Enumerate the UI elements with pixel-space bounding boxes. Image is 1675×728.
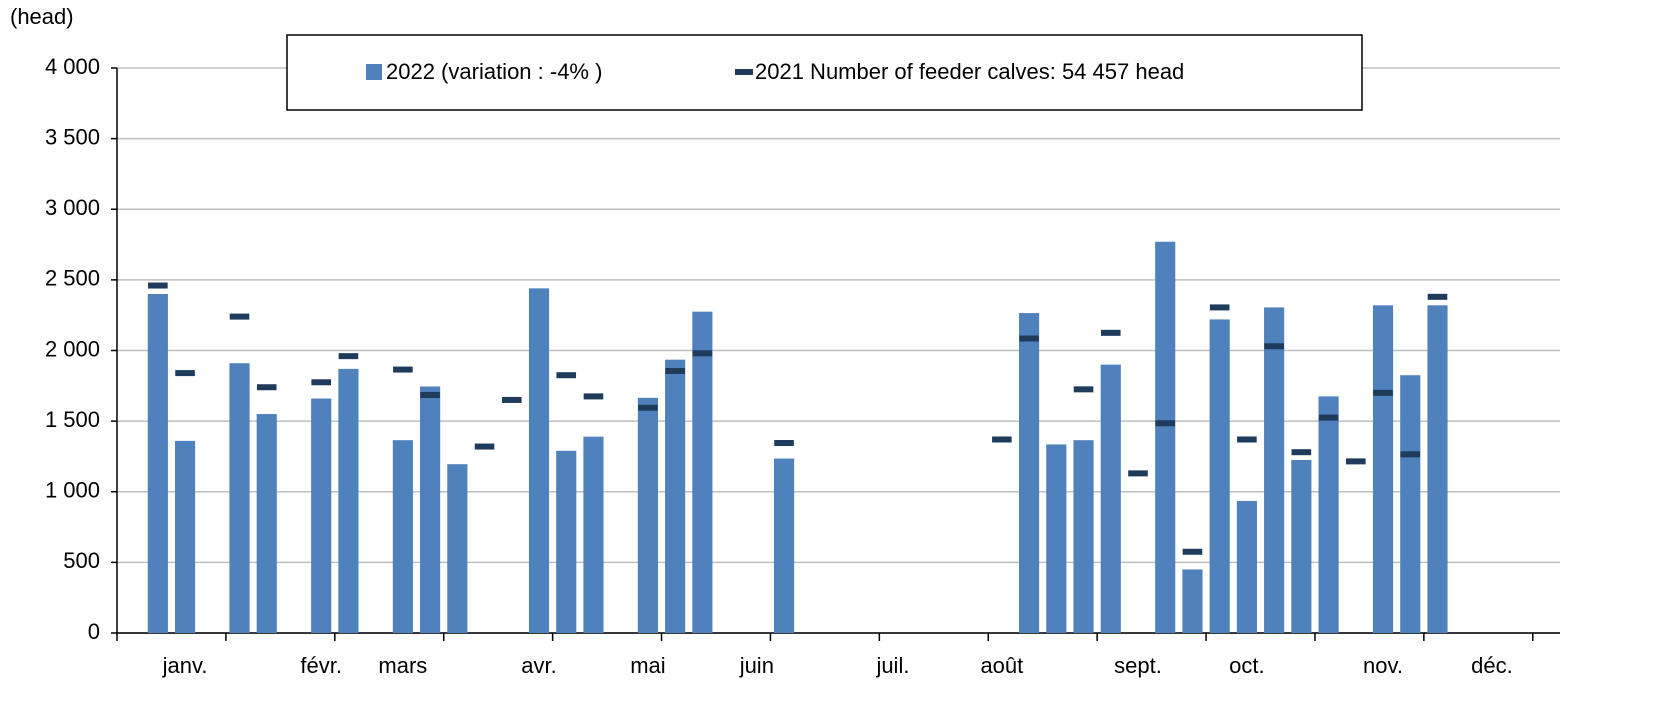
bar	[1046, 444, 1067, 633]
bar	[147, 294, 168, 633]
marker	[1100, 329, 1121, 336]
x-tick-label: sept.	[1114, 653, 1162, 678]
bar	[1372, 305, 1394, 633]
bar	[583, 436, 604, 633]
marker	[1264, 343, 1284, 350]
bar	[447, 464, 468, 633]
bar	[1264, 307, 1285, 633]
bar	[665, 359, 686, 633]
marker	[1073, 386, 1094, 393]
y-tick-label: 500	[63, 548, 100, 573]
x-tick-label: déc.	[1471, 653, 1513, 678]
x-tick-label: mars	[378, 653, 427, 678]
bar	[1100, 364, 1121, 633]
bar	[528, 288, 550, 633]
bar	[1236, 500, 1257, 633]
y-tick-label: 1 000	[45, 478, 100, 503]
marker	[229, 313, 250, 320]
bar	[420, 386, 441, 633]
legend-box	[286, 34, 1363, 111]
marker	[393, 366, 413, 373]
marker	[1318, 414, 1339, 421]
marker	[583, 393, 604, 400]
marker	[175, 370, 195, 377]
x-tick-label: nov.	[1363, 653, 1403, 678]
marker	[692, 350, 713, 357]
x-tick-label: janv.	[162, 653, 208, 678]
marker	[774, 440, 794, 447]
bar	[1318, 396, 1339, 633]
legend-label: 2022 (variation : -4% )	[386, 59, 602, 84]
bar	[1155, 241, 1176, 634]
bar	[229, 363, 250, 633]
x-tick-label: avr.	[521, 653, 556, 678]
x-tick-label: mai	[630, 653, 665, 678]
marker	[1182, 548, 1203, 555]
x-tick-label: févr.	[300, 653, 342, 678]
marker	[1346, 458, 1366, 465]
x-tick-label: juil.	[875, 653, 909, 678]
marker	[1155, 420, 1176, 427]
marker	[638, 404, 658, 411]
legend-swatch	[735, 69, 753, 75]
marker	[148, 282, 168, 289]
marker	[256, 384, 277, 391]
y-tick-label: 2 000	[45, 336, 100, 361]
marker	[1400, 451, 1421, 458]
marker	[1427, 293, 1448, 300]
marker	[1237, 436, 1257, 443]
marker	[1209, 304, 1230, 311]
bar	[637, 397, 658, 633]
bar	[1182, 569, 1203, 633]
y-tick-label: 2 500	[45, 266, 100, 291]
marker	[501, 396, 522, 403]
bar	[338, 368, 359, 633]
legend-swatch	[366, 64, 382, 80]
bar	[1073, 440, 1094, 633]
bar	[256, 414, 277, 633]
y-axis-label: (head)	[10, 4, 74, 29]
bar	[1019, 313, 1040, 633]
y-tick-label: 1 500	[45, 407, 100, 432]
bar	[1400, 375, 1421, 633]
bar	[392, 440, 413, 633]
marker	[1373, 389, 1393, 396]
marker	[556, 372, 577, 379]
bar	[1291, 459, 1312, 633]
marker	[992, 436, 1012, 443]
marker	[420, 391, 440, 398]
y-tick-label: 0	[88, 619, 100, 644]
marker	[665, 367, 685, 374]
marker	[1291, 449, 1312, 456]
bar	[1209, 319, 1230, 633]
legend-label: 2021 Number of feeder calves: 54 457 hea…	[755, 59, 1184, 84]
y-tick-label: 4 000	[45, 54, 100, 79]
marker	[474, 443, 495, 450]
bar	[556, 450, 577, 633]
bar	[692, 311, 713, 633]
x-tick-label: août	[980, 653, 1023, 678]
x-tick-label: oct.	[1229, 653, 1264, 678]
marker	[1019, 335, 1039, 342]
bar	[311, 398, 332, 633]
marker	[311, 379, 331, 386]
y-tick-label: 3 500	[45, 124, 100, 149]
marker	[1128, 470, 1148, 477]
x-tick-label: juin	[739, 653, 774, 678]
bar	[1427, 305, 1448, 633]
marker	[338, 353, 359, 360]
bar	[773, 458, 795, 633]
y-tick-label: 3 000	[45, 195, 100, 220]
bar	[174, 440, 196, 633]
